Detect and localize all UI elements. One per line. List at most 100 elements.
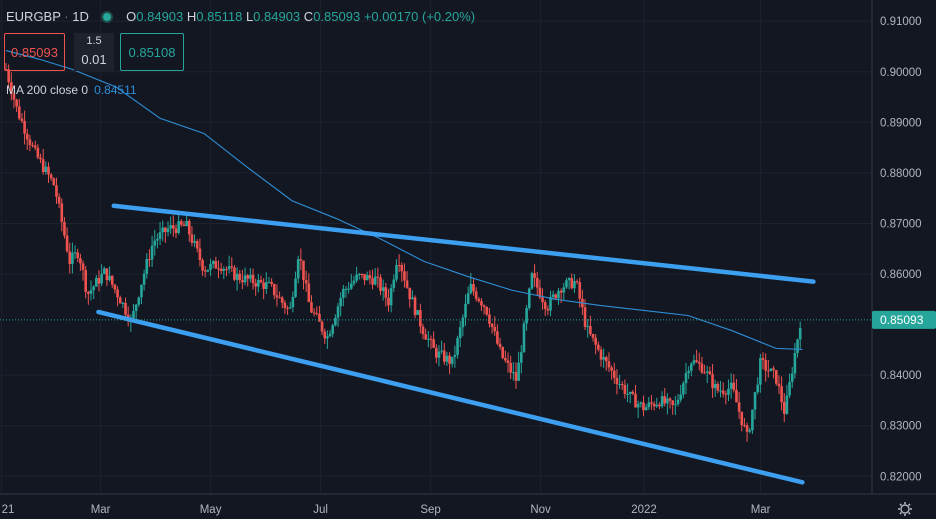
candle-body xyxy=(304,280,308,284)
candle-body xyxy=(522,323,526,353)
candle-body xyxy=(177,221,180,233)
candle-body xyxy=(12,93,16,100)
candle-body xyxy=(697,361,701,364)
candle-body xyxy=(63,221,66,236)
candle-body xyxy=(466,293,470,304)
candle-body xyxy=(347,288,350,290)
candle-body xyxy=(543,302,547,310)
candle-body xyxy=(599,349,603,360)
candle-body xyxy=(427,338,430,340)
time-tick-label: Jul xyxy=(313,504,328,516)
trendline-upper[interactable] xyxy=(111,203,816,284)
trendline-lower[interactable] xyxy=(96,309,805,485)
candle-body xyxy=(538,287,542,298)
close-value: 0.85093 xyxy=(313,9,361,24)
candle-body xyxy=(525,308,528,324)
candle-body xyxy=(60,203,64,222)
candle-body xyxy=(140,284,143,298)
candle-body xyxy=(405,280,409,288)
symbol-name[interactable]: EURGBP xyxy=(6,9,61,24)
candle-body xyxy=(65,235,69,252)
candle-body xyxy=(225,268,228,270)
candle-body xyxy=(679,394,682,400)
candle-body xyxy=(435,347,438,358)
candle-body xyxy=(44,166,48,173)
candle-body xyxy=(49,174,53,179)
candle-body xyxy=(201,259,204,271)
sell-button[interactable]: 0.85093 xyxy=(4,33,65,71)
time-tick-label: Mar xyxy=(91,504,111,516)
candle-body xyxy=(307,283,311,303)
candle-body xyxy=(668,398,672,401)
candle-body xyxy=(262,282,265,289)
candle-body xyxy=(652,403,656,407)
candle-body xyxy=(520,352,523,363)
candle-body xyxy=(203,270,207,272)
candle-body xyxy=(39,157,42,160)
settings-gear-icon[interactable] xyxy=(898,502,912,516)
trendlines[interactable] xyxy=(96,203,816,485)
candle-body xyxy=(219,268,223,271)
candle-body xyxy=(249,274,252,279)
candle-body xyxy=(251,274,255,284)
candle-body xyxy=(597,344,600,350)
candle-body xyxy=(719,390,722,392)
ma-200-line xyxy=(5,50,803,350)
candle-body xyxy=(440,350,443,352)
candle-body xyxy=(118,297,122,304)
candle-body xyxy=(20,118,24,122)
candle-body xyxy=(488,314,491,324)
price-axis[interactable] xyxy=(872,0,936,519)
candle-body xyxy=(509,362,512,373)
candle-body xyxy=(562,287,566,293)
candle-body xyxy=(530,273,534,289)
candle-body xyxy=(33,145,37,148)
time-tick-label: Sep xyxy=(420,504,440,516)
candle-body xyxy=(490,323,494,328)
candle-body xyxy=(695,360,698,362)
candle-body xyxy=(320,321,324,332)
candle-body xyxy=(474,291,478,299)
candle-body xyxy=(472,284,475,292)
candle-body xyxy=(594,337,597,345)
candle-body xyxy=(711,374,714,389)
candle-body xyxy=(397,265,401,267)
buy-button[interactable]: 0.85108 xyxy=(120,33,184,71)
candle-body xyxy=(270,281,273,285)
candle-body xyxy=(71,252,74,264)
candle-body xyxy=(79,258,82,264)
candle-body xyxy=(703,372,706,374)
candle-body xyxy=(716,384,720,391)
candle-body xyxy=(368,275,372,279)
candle-body xyxy=(206,269,210,272)
candle-body xyxy=(676,399,680,405)
candle-body xyxy=(554,294,558,299)
candle-body xyxy=(583,307,587,327)
candle-body xyxy=(604,357,608,362)
candle-body xyxy=(23,121,26,134)
indicator-legend[interactable]: MA 200 close 0 0.84511 xyxy=(6,83,137,97)
candle-body xyxy=(25,133,29,140)
last-price-badge-bg xyxy=(872,310,936,329)
candle-body xyxy=(578,282,582,299)
candle-body xyxy=(432,339,435,348)
candle-body xyxy=(798,328,802,340)
candle-body xyxy=(384,287,388,298)
candle-body xyxy=(512,372,515,374)
candle-body xyxy=(121,302,125,304)
interval[interactable]: 1D xyxy=(72,9,89,24)
candle-body xyxy=(461,317,465,328)
low-value: 0.84903 xyxy=(253,9,301,24)
candle-body xyxy=(28,139,32,146)
candle-body xyxy=(745,425,749,432)
candle-body xyxy=(501,347,505,358)
candle-body xyxy=(350,283,353,289)
candle-body xyxy=(246,275,250,279)
candle-body xyxy=(756,384,760,393)
candle-body xyxy=(464,303,467,318)
candle-body xyxy=(774,370,778,384)
candle-body xyxy=(527,288,531,309)
open-value: 0.84903 xyxy=(136,9,184,24)
candle-body xyxy=(684,372,688,384)
